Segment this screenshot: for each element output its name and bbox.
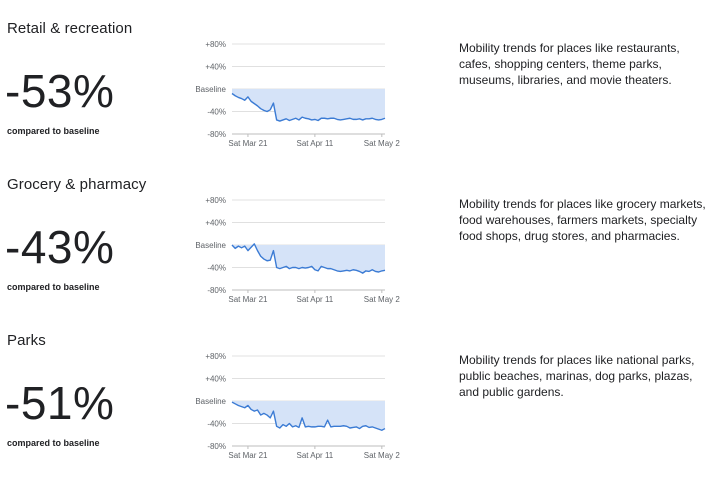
y-tick-label: +40% bbox=[205, 219, 226, 228]
change-percentage: -51% bbox=[5, 377, 115, 429]
x-tick-label: Sat Apr 11 bbox=[296, 139, 333, 148]
y-tick-label: +80% bbox=[205, 352, 226, 361]
area-fill bbox=[232, 401, 385, 431]
y-tick-label: Baseline bbox=[195, 85, 226, 94]
y-tick-label: Baseline bbox=[195, 241, 226, 250]
category-title: Grocery & pharmacy bbox=[7, 176, 147, 193]
series-line bbox=[231, 92, 386, 122]
section-retail-recreation: Retail & recreation -53% compared to bas… bbox=[0, 0, 718, 156]
y-tick-label: -40% bbox=[207, 108, 226, 117]
trend-chart-retail: +80% +40% Baseline -40% -80%Sat Mar 21 Sat Ap… bbox=[195, 40, 400, 148]
y-tick-label: Baseline bbox=[195, 397, 226, 406]
y-tick-label: -80% bbox=[207, 286, 226, 295]
change-percentage: -53% bbox=[5, 65, 115, 117]
y-tick-label: +80% bbox=[205, 196, 226, 205]
trend-chart-grocery: +80% +40% Baseline -40% -80%Sat Mar 21 Sat Ap… bbox=[195, 196, 400, 304]
category-description: Mobility trends for places like restaura… bbox=[459, 41, 680, 87]
area-fill bbox=[232, 89, 385, 122]
y-tick-label: -40% bbox=[207, 420, 226, 429]
y-tick-label: -80% bbox=[207, 130, 226, 139]
category-title: Parks bbox=[7, 332, 46, 349]
y-tick-label: +80% bbox=[205, 40, 226, 49]
baseline-caption: compared to baseline bbox=[7, 282, 100, 292]
category-title: Retail & recreation bbox=[7, 20, 133, 37]
area-fill bbox=[232, 243, 385, 274]
x-tick-label: Sat Mar 21 bbox=[228, 451, 268, 460]
category-description: Mobility trends for places like national… bbox=[459, 353, 695, 399]
x-tick-label: Sat Apr 11 bbox=[296, 295, 333, 304]
y-tick-label: -80% bbox=[207, 442, 226, 451]
y-tick-label: +40% bbox=[205, 375, 226, 384]
series-line bbox=[231, 243, 386, 274]
trend-chart-parks: +80% +40% Baseline -40% -80%Sat Mar 21 Sat Ap… bbox=[195, 352, 400, 460]
y-tick-label: -40% bbox=[207, 264, 226, 273]
baseline-caption: compared to baseline bbox=[7, 126, 100, 136]
change-percentage: -43% bbox=[5, 221, 115, 273]
x-tick-label: Sat May 2 bbox=[364, 139, 401, 148]
section-grocery-pharmacy: Grocery & pharmacy -43% compared to base… bbox=[0, 156, 718, 312]
x-tick-label: Sat May 2 bbox=[364, 451, 401, 460]
category-description: Mobility trends for places like grocery … bbox=[459, 197, 706, 243]
series-line bbox=[231, 401, 386, 431]
baseline-caption: compared to baseline bbox=[7, 438, 100, 448]
x-tick-label: Sat Mar 21 bbox=[228, 295, 268, 304]
section-parks: Parks -51% compared to baseline +80% +40%… bbox=[0, 312, 718, 468]
y-tick-label: +40% bbox=[205, 63, 226, 72]
x-tick-label: Sat May 2 bbox=[364, 295, 401, 304]
x-tick-label: Sat Apr 11 bbox=[296, 451, 333, 460]
x-tick-label: Sat Mar 21 bbox=[228, 139, 268, 148]
